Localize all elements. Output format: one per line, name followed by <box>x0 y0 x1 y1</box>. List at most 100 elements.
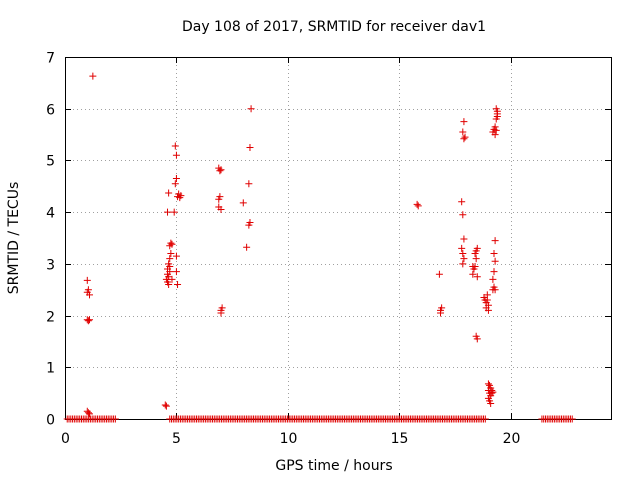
data-point <box>246 218 254 226</box>
data-point <box>472 255 480 263</box>
data-point <box>437 309 445 317</box>
x-tick-label: 0 <box>61 431 70 447</box>
data-point <box>484 306 492 314</box>
data-point <box>171 142 179 150</box>
x-tick-label: 10 <box>280 431 298 447</box>
data-point <box>89 72 97 80</box>
data-point <box>473 244 481 252</box>
data-point <box>168 275 176 283</box>
data-point <box>459 128 467 136</box>
x-tick-label: 15 <box>391 431 409 447</box>
data-point <box>484 380 492 388</box>
axis-ticks: 0 5 10 15 20 0 1 2 3 4 5 6 7 <box>46 51 611 447</box>
data-points <box>63 72 576 423</box>
data-point <box>164 278 172 286</box>
data-point <box>413 200 421 208</box>
data-point <box>459 260 467 268</box>
data-point <box>217 309 225 317</box>
y-tick-label: 2 <box>46 310 55 326</box>
data-point <box>170 208 178 216</box>
data-point <box>166 262 174 270</box>
data-point <box>239 199 247 207</box>
y-tick-label: 5 <box>46 154 55 170</box>
y-axis-label: SRMTID / TECUs <box>6 182 22 295</box>
data-point <box>490 250 498 258</box>
data-point <box>473 273 481 281</box>
data-point <box>162 402 170 410</box>
data-point <box>177 192 185 200</box>
data-point <box>493 107 501 115</box>
data-point <box>217 166 225 174</box>
data-point <box>86 291 94 299</box>
y-tick-label: 0 <box>46 413 55 429</box>
y-tick-label: 1 <box>46 361 55 377</box>
data-point <box>460 118 468 126</box>
data-point <box>458 244 466 252</box>
data-point <box>435 270 443 278</box>
data-point <box>216 193 224 201</box>
data-point <box>491 237 499 245</box>
data-point <box>459 250 467 258</box>
data-point <box>218 304 226 312</box>
data-point <box>438 304 446 312</box>
grid-lines <box>65 57 611 419</box>
data-point <box>471 262 479 270</box>
data-point <box>174 281 182 289</box>
data-point <box>458 198 466 206</box>
data-point <box>172 151 180 159</box>
data-point <box>171 180 179 188</box>
data-point <box>483 291 491 299</box>
data-point-zero <box>111 415 119 423</box>
data-point <box>491 131 499 139</box>
data-point <box>216 167 224 175</box>
x-tick-label: 20 <box>503 431 521 447</box>
data-point <box>459 211 467 219</box>
data-point <box>243 243 251 251</box>
data-point <box>167 239 175 247</box>
x-axis-label: GPS time / hours <box>275 458 392 474</box>
y-tick-label: 4 <box>46 206 55 222</box>
data-point <box>172 268 180 276</box>
data-point <box>172 175 180 183</box>
data-point <box>164 208 172 216</box>
data-point <box>473 335 481 343</box>
y-tick-label: 3 <box>46 258 55 274</box>
data-point <box>86 410 94 418</box>
data-point <box>215 203 223 211</box>
data-point <box>84 286 92 294</box>
data-point <box>490 268 498 276</box>
plot-frame <box>65 57 612 420</box>
data-point <box>491 286 499 294</box>
data-point <box>489 388 497 396</box>
data-point <box>247 105 255 113</box>
data-point-zero <box>568 415 576 423</box>
data-point-zero <box>481 415 489 423</box>
data-point <box>168 240 176 248</box>
data-point <box>84 409 92 417</box>
data-point <box>172 252 180 260</box>
data-point <box>461 133 469 141</box>
chart-title: Day 108 of 2017, SRMTID for receiver dav… <box>182 19 486 35</box>
data-point <box>488 389 496 397</box>
data-point <box>245 180 253 188</box>
data-point <box>460 235 468 243</box>
data-point <box>83 276 91 284</box>
data-point <box>84 317 92 325</box>
data-point <box>460 135 468 143</box>
data-point <box>166 255 174 263</box>
data-point <box>491 123 499 131</box>
data-point <box>167 250 175 258</box>
data-point <box>165 189 173 197</box>
data-point <box>487 399 495 407</box>
data-point <box>414 202 422 210</box>
y-tick-label: 7 <box>46 51 55 67</box>
y-tick-label: 6 <box>46 103 55 119</box>
data-point <box>492 126 500 134</box>
data-point <box>460 255 468 263</box>
data-point <box>161 401 169 409</box>
data-point <box>86 316 94 324</box>
data-point <box>489 275 497 283</box>
data-point <box>246 144 254 151</box>
data-point <box>469 270 477 278</box>
